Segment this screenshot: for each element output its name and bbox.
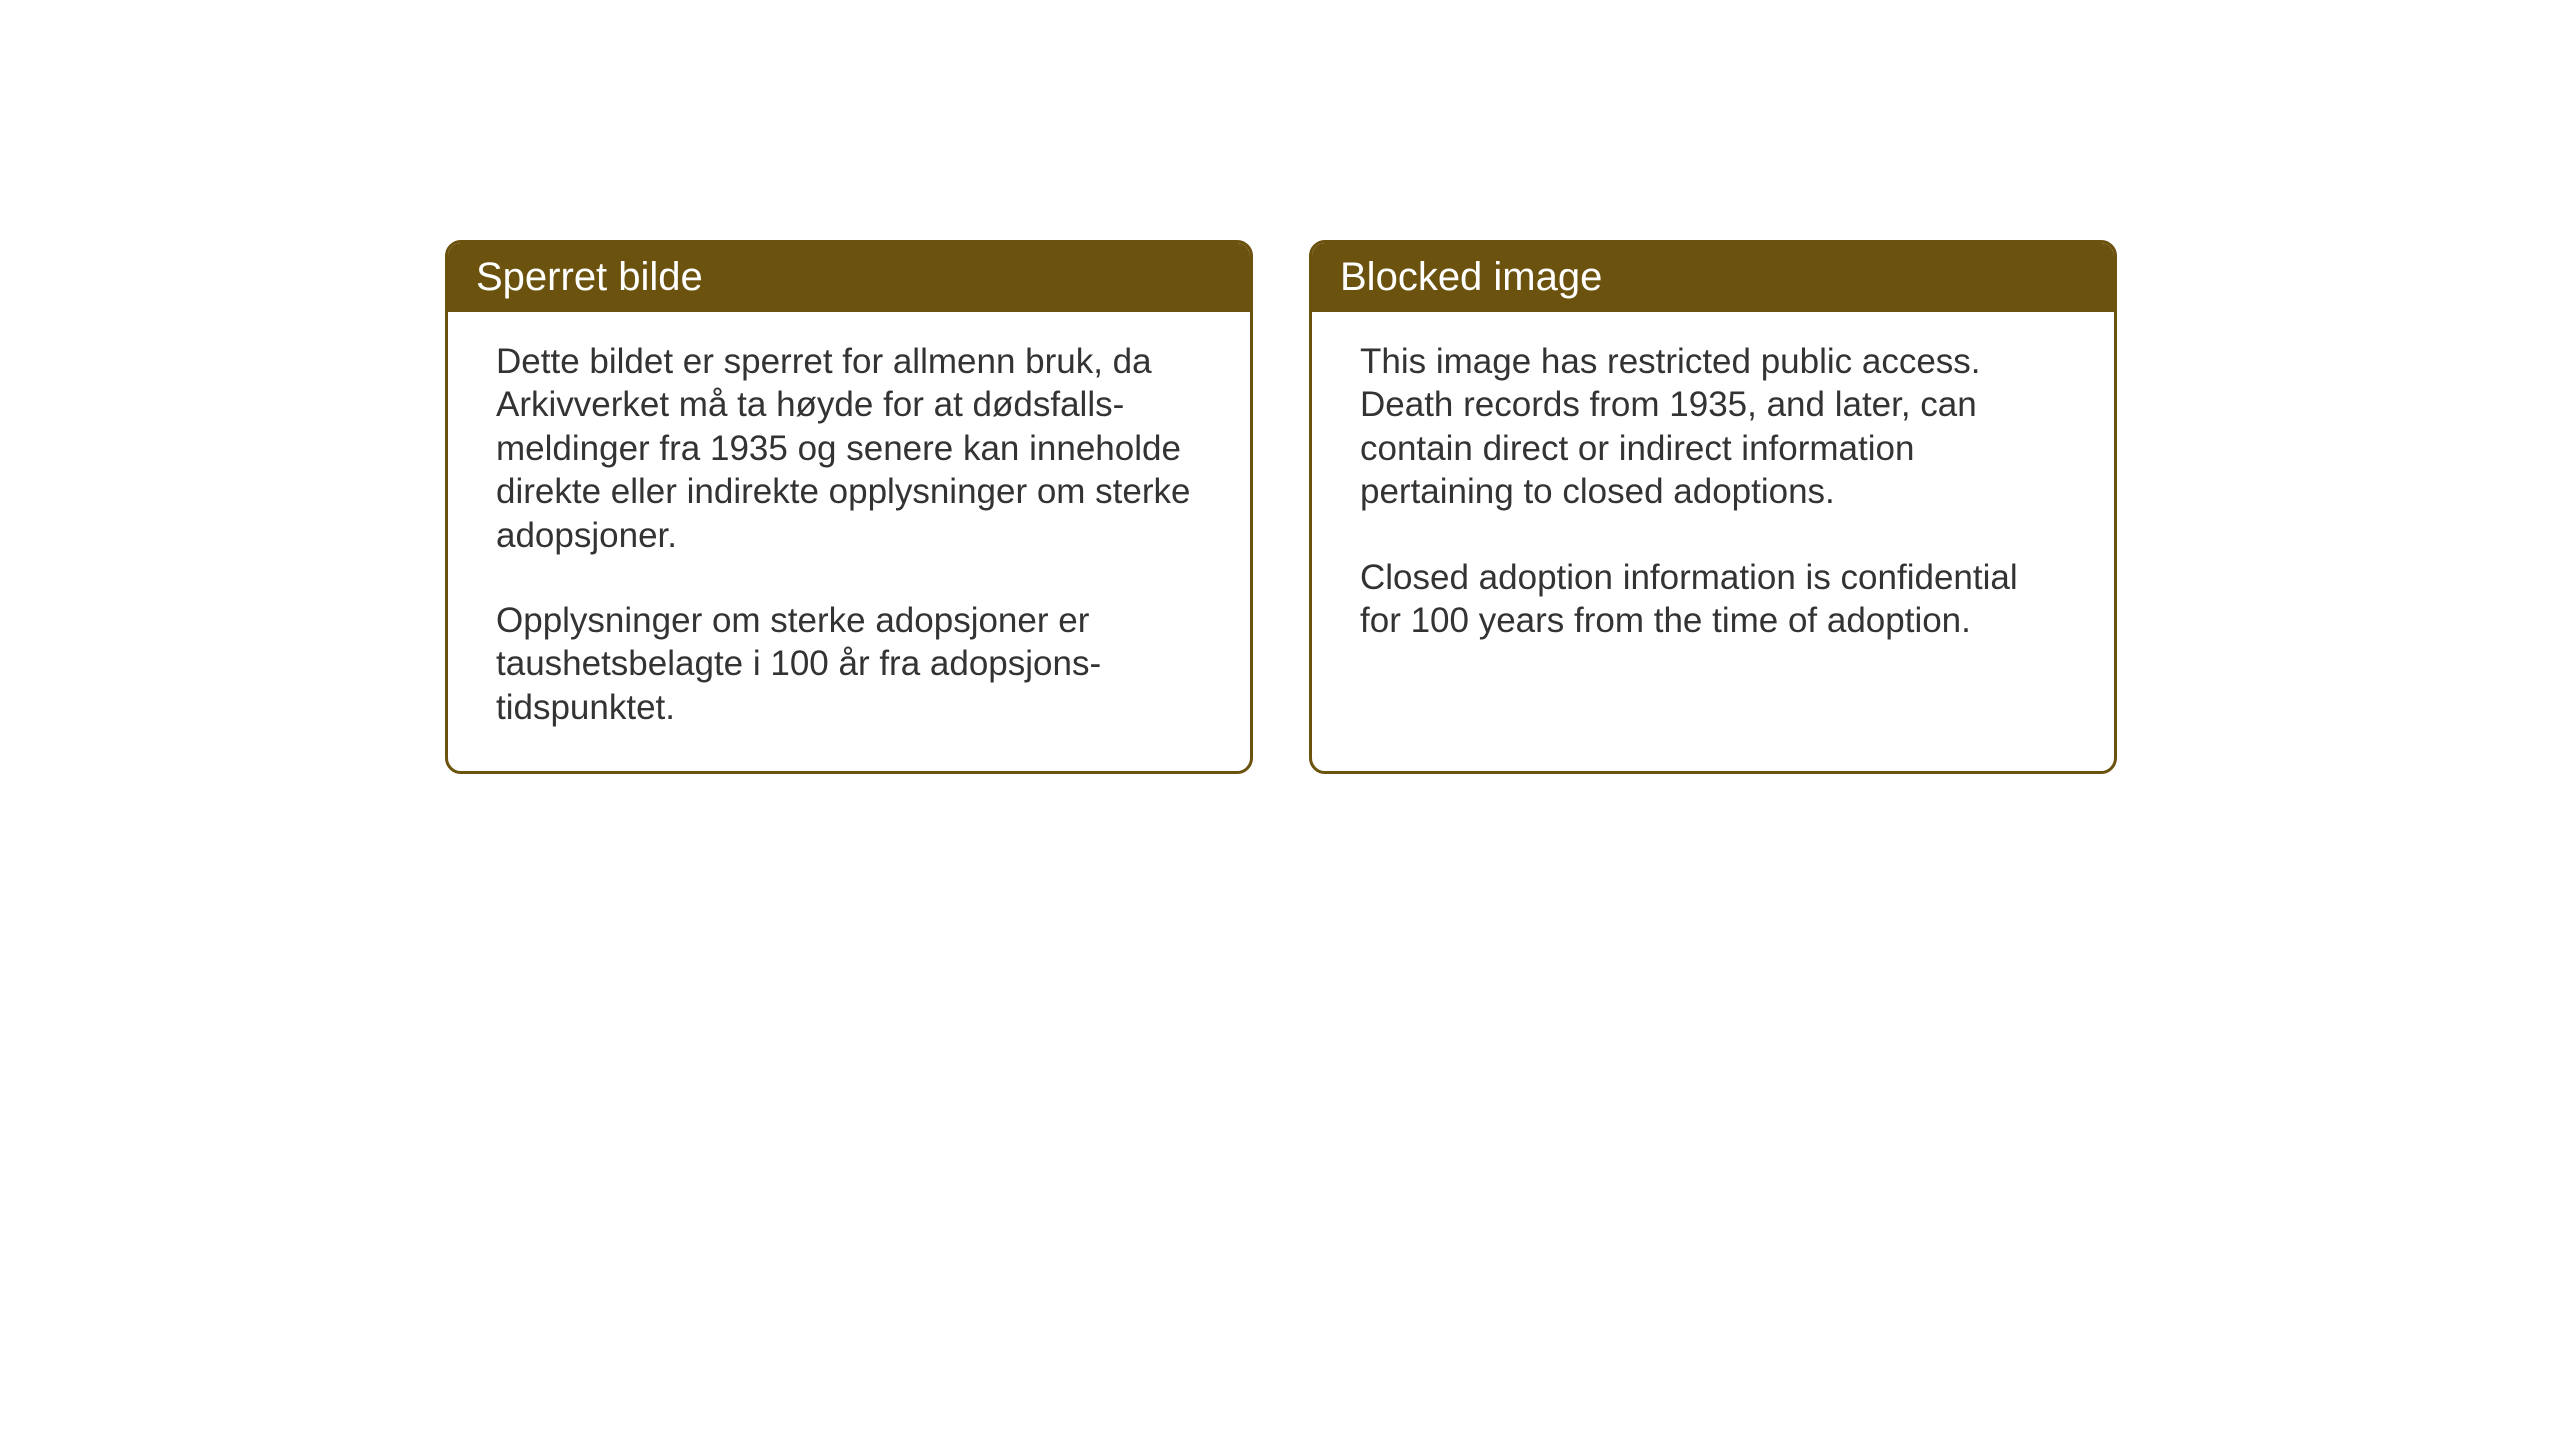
notice-paragraph-1-english: This image has restricted public access.… — [1360, 340, 2066, 514]
notice-container: Sperret bilde Dette bildet er sperret fo… — [445, 240, 2117, 774]
notice-title-norwegian: Sperret bilde — [476, 255, 703, 299]
notice-paragraph-2-norwegian: Opplysninger om sterke adopsjoner er tau… — [496, 599, 1202, 729]
notice-header-english: Blocked image — [1312, 243, 2114, 312]
notice-title-english: Blocked image — [1340, 255, 1602, 299]
notice-paragraph-2-english: Closed adoption information is confident… — [1360, 556, 2066, 643]
notice-header-norwegian: Sperret bilde — [448, 243, 1250, 312]
notice-body-english: This image has restricted public access.… — [1312, 312, 2114, 684]
notice-paragraph-1-norwegian: Dette bildet er sperret for allmenn bruk… — [496, 340, 1202, 557]
notice-body-norwegian: Dette bildet er sperret for allmenn bruk… — [448, 312, 1250, 771]
notice-card-norwegian: Sperret bilde Dette bildet er sperret fo… — [445, 240, 1253, 774]
notice-card-english: Blocked image This image has restricted … — [1309, 240, 2117, 774]
